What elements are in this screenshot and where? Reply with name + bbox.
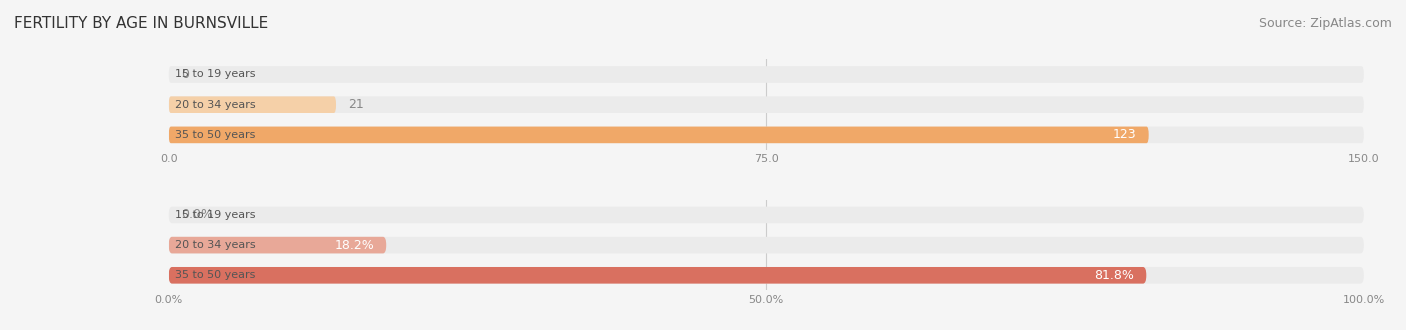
Text: 123: 123 (1114, 128, 1136, 141)
Text: 15 to 19 years: 15 to 19 years (174, 210, 256, 220)
Text: Source: ZipAtlas.com: Source: ZipAtlas.com (1258, 16, 1392, 29)
FancyBboxPatch shape (169, 237, 387, 253)
FancyBboxPatch shape (169, 66, 1364, 83)
Text: 0: 0 (180, 68, 188, 81)
FancyBboxPatch shape (169, 207, 1364, 223)
Text: 20 to 34 years: 20 to 34 years (174, 100, 256, 110)
Text: 35 to 50 years: 35 to 50 years (174, 130, 254, 140)
Text: 15 to 19 years: 15 to 19 years (174, 70, 256, 80)
Text: 18.2%: 18.2% (335, 239, 374, 251)
Text: FERTILITY BY AGE IN BURNSVILLE: FERTILITY BY AGE IN BURNSVILLE (14, 16, 269, 31)
Text: 35 to 50 years: 35 to 50 years (174, 270, 254, 280)
FancyBboxPatch shape (169, 127, 1149, 143)
Text: 81.8%: 81.8% (1094, 269, 1135, 282)
FancyBboxPatch shape (169, 237, 1364, 253)
Text: 20 to 34 years: 20 to 34 years (174, 240, 256, 250)
Text: 0.0%: 0.0% (180, 209, 212, 221)
FancyBboxPatch shape (169, 96, 1364, 113)
FancyBboxPatch shape (169, 267, 1146, 283)
FancyBboxPatch shape (169, 96, 336, 113)
FancyBboxPatch shape (169, 127, 1364, 143)
FancyBboxPatch shape (169, 267, 1364, 283)
Text: 21: 21 (349, 98, 364, 111)
